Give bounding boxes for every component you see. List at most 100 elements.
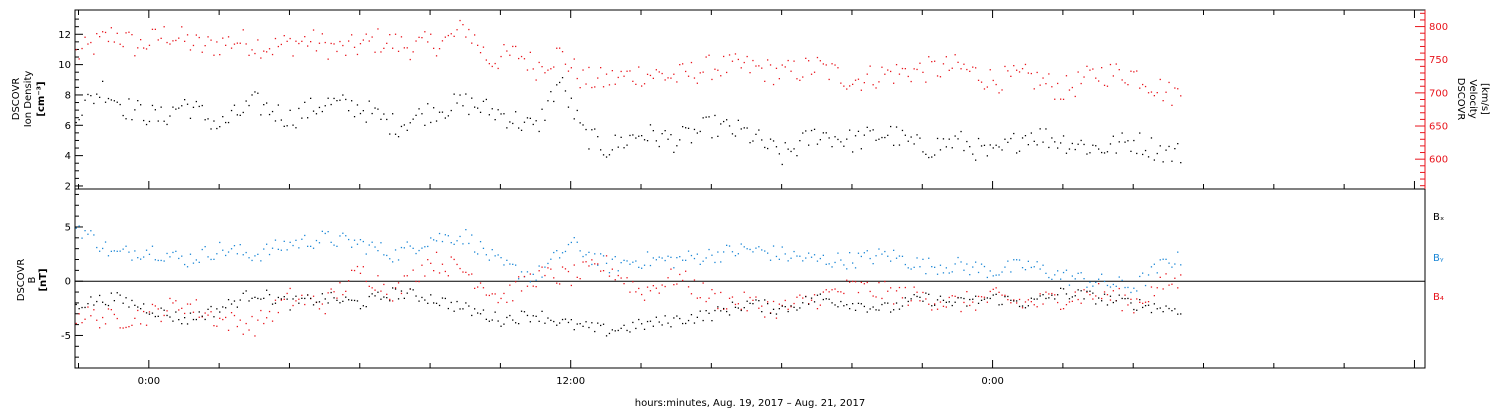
density-series-point (585, 128, 587, 131)
density-series-point (271, 110, 274, 113)
x-axis-title: hours:minutes, Aug. 19, 2017 – Aug. 21, … (635, 398, 866, 409)
bz-series-point (371, 287, 373, 289)
velocity-series-point (726, 71, 728, 74)
bz-series-point (884, 280, 886, 283)
bx-series-point (485, 318, 487, 320)
bx-series-point (614, 330, 616, 332)
bx-series-point (846, 304, 848, 306)
bx-series-point (184, 317, 186, 319)
bx-series-point (1042, 294, 1044, 296)
density-series-point (509, 121, 511, 123)
density-series-point (345, 98, 347, 101)
by-series-point (1136, 290, 1138, 292)
velocity-series-point (614, 83, 616, 85)
by-series-point (134, 250, 136, 252)
density-series-point (1127, 140, 1129, 142)
velocity-series-point (576, 77, 578, 80)
bz-series-point (731, 296, 734, 298)
bz-series-point (1162, 288, 1164, 290)
by-series-point (383, 254, 385, 256)
bz-series-point (532, 285, 534, 287)
density-series-point (723, 120, 725, 123)
by-series-point (638, 266, 640, 268)
density-series-point (216, 127, 218, 130)
bx-series-point (951, 304, 953, 307)
density-series-point (409, 122, 411, 124)
by-series-point (752, 251, 754, 253)
bx-series-point (1144, 305, 1147, 307)
bx-series-point (1077, 289, 1079, 291)
density-series-point (134, 109, 136, 111)
velocity-series-point (857, 78, 860, 80)
by-series-point (942, 272, 945, 274)
by-series-point (1127, 286, 1129, 289)
by-series-point (330, 241, 332, 243)
velocity-series-point (1024, 63, 1027, 66)
bz-series-point (919, 300, 921, 302)
velocity-series-point (239, 42, 241, 44)
bz-series-point (497, 301, 499, 304)
by-series-point (1018, 259, 1021, 261)
by-series-point (805, 257, 807, 259)
by-series-point (626, 260, 628, 262)
bx-series-point (380, 298, 382, 300)
bx-series-point (939, 295, 942, 297)
density-series-point (310, 97, 312, 99)
bz-series-point (268, 310, 271, 313)
bx-series-point (975, 295, 977, 297)
panel2-axes: -505 (61, 193, 1425, 358)
velocity-series-point (99, 36, 101, 38)
velocity-series-point (960, 68, 962, 70)
by-series-point (854, 267, 857, 269)
density-series-point (620, 136, 622, 138)
velocity-series-point (591, 86, 593, 89)
bx-series-point (635, 327, 637, 330)
density-series-point (239, 114, 241, 116)
density-series-point (799, 140, 801, 142)
velocity-series-point (585, 83, 587, 85)
bx-series-point (119, 294, 121, 296)
bx-series-point (515, 322, 517, 324)
bz-series-point (515, 281, 517, 283)
bx-series-point (1165, 305, 1167, 307)
density-series-point (295, 127, 297, 129)
bx-series-point (1121, 297, 1123, 300)
velocity-series-point (828, 78, 830, 81)
density-series-point (904, 134, 906, 136)
density-series-point (579, 122, 581, 124)
bx-series-point (963, 297, 965, 300)
bz-series-point (383, 283, 385, 286)
by-series-point (491, 249, 493, 251)
velocity-series-point (895, 64, 898, 66)
density-series-point (711, 137, 713, 139)
velocity-series-point (283, 35, 285, 37)
velocity-series-point (1124, 82, 1126, 84)
velocity-series-point (213, 54, 215, 56)
by-series-point (1051, 278, 1053, 280)
bx-series-point (427, 302, 429, 304)
bx-series-point (611, 329, 613, 331)
by-series-point (268, 253, 271, 256)
density-series-point (137, 100, 139, 102)
bx-series-point (966, 305, 968, 307)
velocity-series-point (632, 80, 634, 82)
velocity-series-point (1139, 87, 1141, 89)
by-series-point (632, 261, 634, 263)
by-series-point (931, 266, 933, 268)
velocity-series-point (1109, 63, 1112, 66)
bx-series-point (723, 307, 725, 310)
bx-series-point (400, 290, 403, 292)
density-series-point (248, 104, 250, 107)
density-series-point (78, 119, 80, 121)
by-series-point (482, 247, 485, 249)
bz-series-point (705, 300, 707, 303)
bx-series-point (916, 295, 918, 298)
density-series-point (245, 100, 247, 102)
density-series-point (1007, 141, 1009, 143)
bx-series-point (219, 311, 221, 313)
velocity-series-point (1048, 73, 1050, 75)
bz-series-point (611, 268, 613, 270)
density-series-point (623, 147, 625, 149)
by-series-point (1153, 263, 1155, 265)
velocity-series-point (573, 58, 575, 60)
